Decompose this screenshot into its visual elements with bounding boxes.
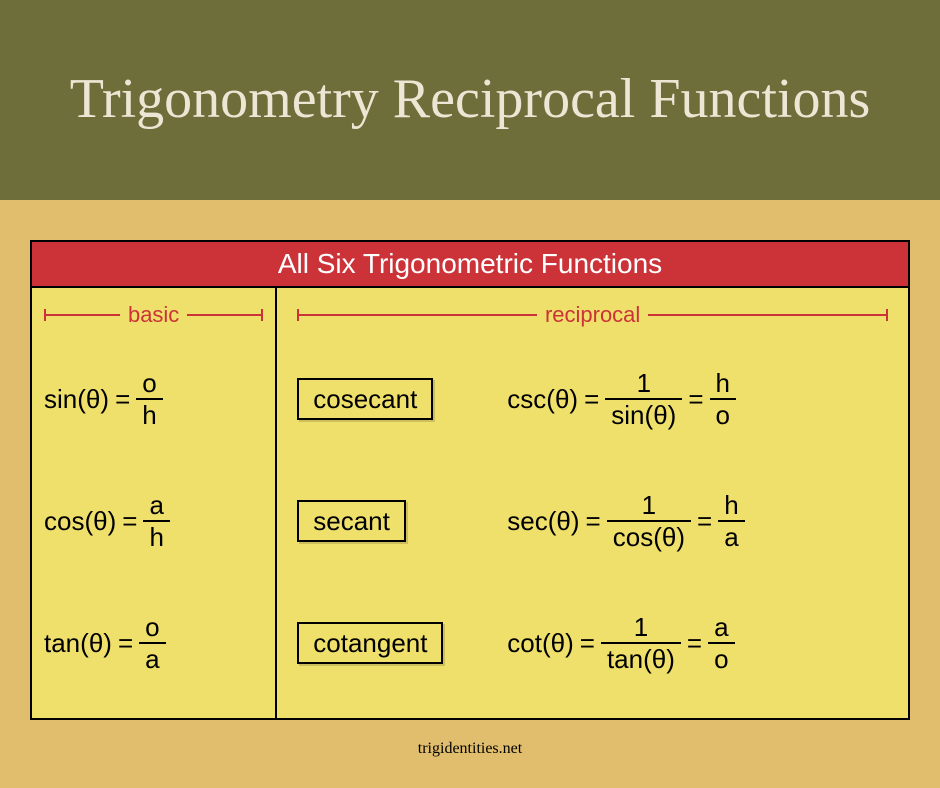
fraction: h a — [718, 490, 744, 552]
theta-icon: θ — [93, 506, 107, 536]
bracket-line-icon — [44, 314, 120, 316]
cos-formula: cos(θ) = a h — [44, 490, 170, 552]
numerator: 1 — [631, 368, 657, 398]
recip-row-csc: cosecant csc(θ) = 1 sin(θ) = — [297, 368, 888, 430]
equals-sign: = — [584, 384, 599, 415]
basic-label: basic — [128, 302, 179, 328]
table-body: basic sin(θ) = o h — [32, 288, 908, 718]
equals-sign: = — [118, 628, 133, 659]
fraction: 1 tan(θ) — [601, 612, 681, 674]
denominator: h — [143, 522, 169, 552]
trig-table: All Six Trigonometric Functions basic si… — [30, 240, 910, 720]
denominator: sin(θ) — [605, 400, 682, 430]
basic-row-tan: tan(θ) = o a — [44, 612, 263, 674]
theta-icon: θ — [89, 628, 103, 658]
func-name: tan — [44, 628, 80, 658]
numerator: h — [710, 368, 736, 398]
name-col: cotangent — [297, 628, 467, 659]
fraction: h o — [710, 368, 736, 430]
column-basic: basic sin(θ) = o h — [32, 288, 277, 718]
header-band: Trigonometry Reciprocal Functions — [0, 0, 940, 200]
csc-formula: csc(θ) = 1 sin(θ) = h o — [507, 368, 736, 430]
theta-icon: θ — [556, 506, 570, 536]
denominator: tan(θ) — [601, 644, 681, 674]
fraction: o a — [139, 612, 165, 674]
equals-sign: = — [580, 628, 595, 659]
basic-row-sin: sin(θ) = o h — [44, 368, 263, 430]
basic-rows: sin(θ) = o h cos(θ) = — [44, 338, 263, 704]
reciprocal-label: reciprocal — [545, 302, 640, 328]
theta-icon: θ — [86, 384, 100, 414]
func-name: sec — [507, 506, 547, 536]
fraction: a o — [708, 612, 734, 674]
sec-formula: sec(θ) = 1 cos(θ) = h a — [507, 490, 744, 552]
equals-sign: = — [697, 506, 712, 537]
basic-row-cos: cos(θ) = a h — [44, 490, 263, 552]
bracket-line-icon — [648, 314, 888, 316]
fraction: o h — [136, 368, 162, 430]
column-reciprocal: reciprocal cosecant csc(θ) = 1 — [277, 288, 908, 718]
fraction: 1 cos(θ) — [607, 490, 691, 552]
reciprocal-label-row: reciprocal — [297, 302, 888, 328]
func-name: csc — [507, 384, 546, 414]
denominator: cos(θ) — [607, 522, 691, 552]
recip-row-sec: secant sec(θ) = 1 cos(θ) = — [297, 490, 888, 552]
equals-sign: = — [687, 628, 702, 659]
numerator: a — [143, 490, 169, 520]
cosecant-label: cosecant — [297, 378, 433, 420]
table-title: All Six Trigonometric Functions — [32, 242, 908, 288]
numerator: 1 — [636, 490, 662, 520]
fraction: a h — [143, 490, 169, 552]
func-name: cot — [507, 628, 542, 658]
name-col: secant — [297, 506, 467, 537]
cot-formula: cot(θ) = 1 tan(θ) = a o — [507, 612, 734, 674]
basic-label-row: basic — [44, 302, 263, 328]
cotangent-label: cotangent — [297, 622, 443, 664]
equals-sign: = — [115, 384, 130, 415]
secant-label: secant — [297, 500, 406, 542]
func-name: sin — [44, 384, 77, 414]
theta-icon: θ — [551, 628, 565, 658]
equals-sign: = — [586, 506, 601, 537]
denominator: a — [139, 644, 165, 674]
numerator: 1 — [628, 612, 654, 642]
reciprocal-rows: cosecant csc(θ) = 1 sin(θ) = — [297, 338, 888, 704]
theta-icon: θ — [555, 384, 569, 414]
equals-sign: = — [122, 506, 137, 537]
numerator: o — [139, 612, 165, 642]
content-area: All Six Trigonometric Functions basic si… — [0, 200, 940, 768]
bracket-line-icon — [187, 314, 263, 316]
fraction: 1 sin(θ) — [605, 368, 682, 430]
recip-row-cot: cotangent cot(θ) = 1 tan(θ) = — [297, 612, 888, 674]
name-col: cosecant — [297, 384, 467, 415]
numerator: o — [136, 368, 162, 398]
bracket-line-icon — [297, 314, 537, 316]
numerator: h — [718, 490, 744, 520]
page-title: Trigonometry Reciprocal Functions — [70, 66, 871, 133]
sin-formula: sin(θ) = o h — [44, 368, 163, 430]
func-name: cos — [44, 506, 84, 536]
equals-sign: = — [688, 384, 703, 415]
numerator: a — [708, 612, 734, 642]
denominator: a — [718, 522, 744, 552]
denominator: o — [710, 400, 736, 430]
denominator: o — [708, 644, 734, 674]
tan-formula: tan(θ) = o a — [44, 612, 166, 674]
footer-site: trigidentities.net — [30, 740, 910, 758]
denominator: h — [136, 400, 162, 430]
